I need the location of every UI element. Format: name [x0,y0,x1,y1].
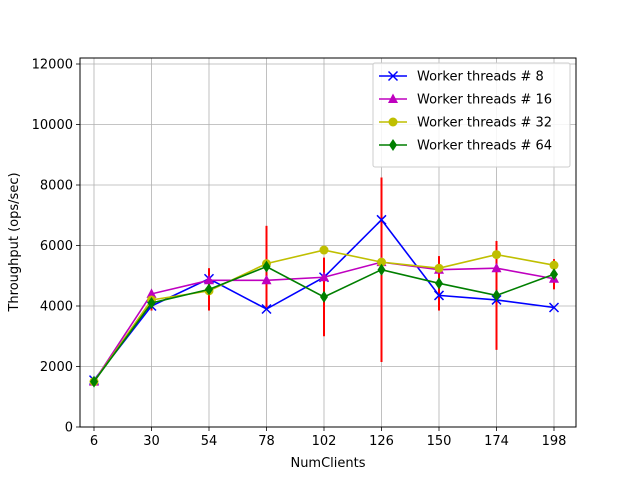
legend-marker [389,139,397,151]
data-point-marker [550,268,558,281]
data-point-marker [492,250,501,260]
data-point-marker [548,302,560,313]
legend-box [372,62,571,168]
y-tick-label: 0 [65,421,73,436]
legend-label: Worker threads # 8 [417,70,544,85]
data-point-marker [377,257,386,267]
y-axis-label: Throughput (ops/sec) [7,172,22,312]
data-point-marker [261,303,272,315]
data-point-marker [492,289,501,302]
x-tick-label: 78 [258,434,275,449]
data-point-marker [320,290,328,303]
x-tick-label: 6 [90,434,98,449]
data-point-marker [205,283,213,296]
data-point-marker [549,260,559,270]
data-point-marker [319,245,329,255]
data-point-marker [147,296,156,309]
legend-marker [387,70,399,82]
data-point-marker [90,375,98,388]
y-tick-label: 12000 [32,58,73,73]
data-point-marker [491,262,502,273]
data-point-marker [261,274,272,285]
legend: Worker threads # 8 Worker threads # 16 Wor… [372,62,571,168]
x-tick-label: 126 [369,434,394,449]
x-tick-label: 30 [143,434,160,449]
x-tick-label: 174 [484,434,509,449]
legend-marker [388,117,398,127]
series-lines [88,214,560,388]
y-ticks: 0 2000 4000 6000 8000 10000 12000 [32,58,80,436]
legend-marker [388,93,398,103]
data-point-marker [204,274,214,285]
legend-label: Worker threads # 16 [417,93,552,108]
x-tick-label: 150 [427,434,452,449]
plot-frame [79,57,577,428]
x-tick-label: 54 [201,434,218,449]
data-point-marker [319,271,329,282]
legend-label: Worker threads # 64 [417,139,552,154]
legend-label: Worker threads # 32 [417,116,552,131]
x-axis-label: NumClients [290,456,365,471]
data-point-marker [435,277,443,290]
data-point-marker [433,290,445,301]
y-tick-label: 8000 [40,179,73,194]
data-point-marker [146,288,157,298]
x-tick-label: 102 [312,434,337,449]
y-tick-label: 10000 [32,118,73,133]
data-point-marker [376,214,387,225]
y-tick-label: 4000 [40,300,73,315]
x-ticks: 6 30 54 78 102 126 150 174 198 [90,427,567,449]
y-tick-label: 2000 [40,360,73,375]
data-point-marker [377,263,386,276]
x-tick-label: 198 [542,434,567,449]
data-point-marker [434,263,444,273]
data-point-marker [262,260,271,273]
y-tick-label: 6000 [40,239,73,254]
